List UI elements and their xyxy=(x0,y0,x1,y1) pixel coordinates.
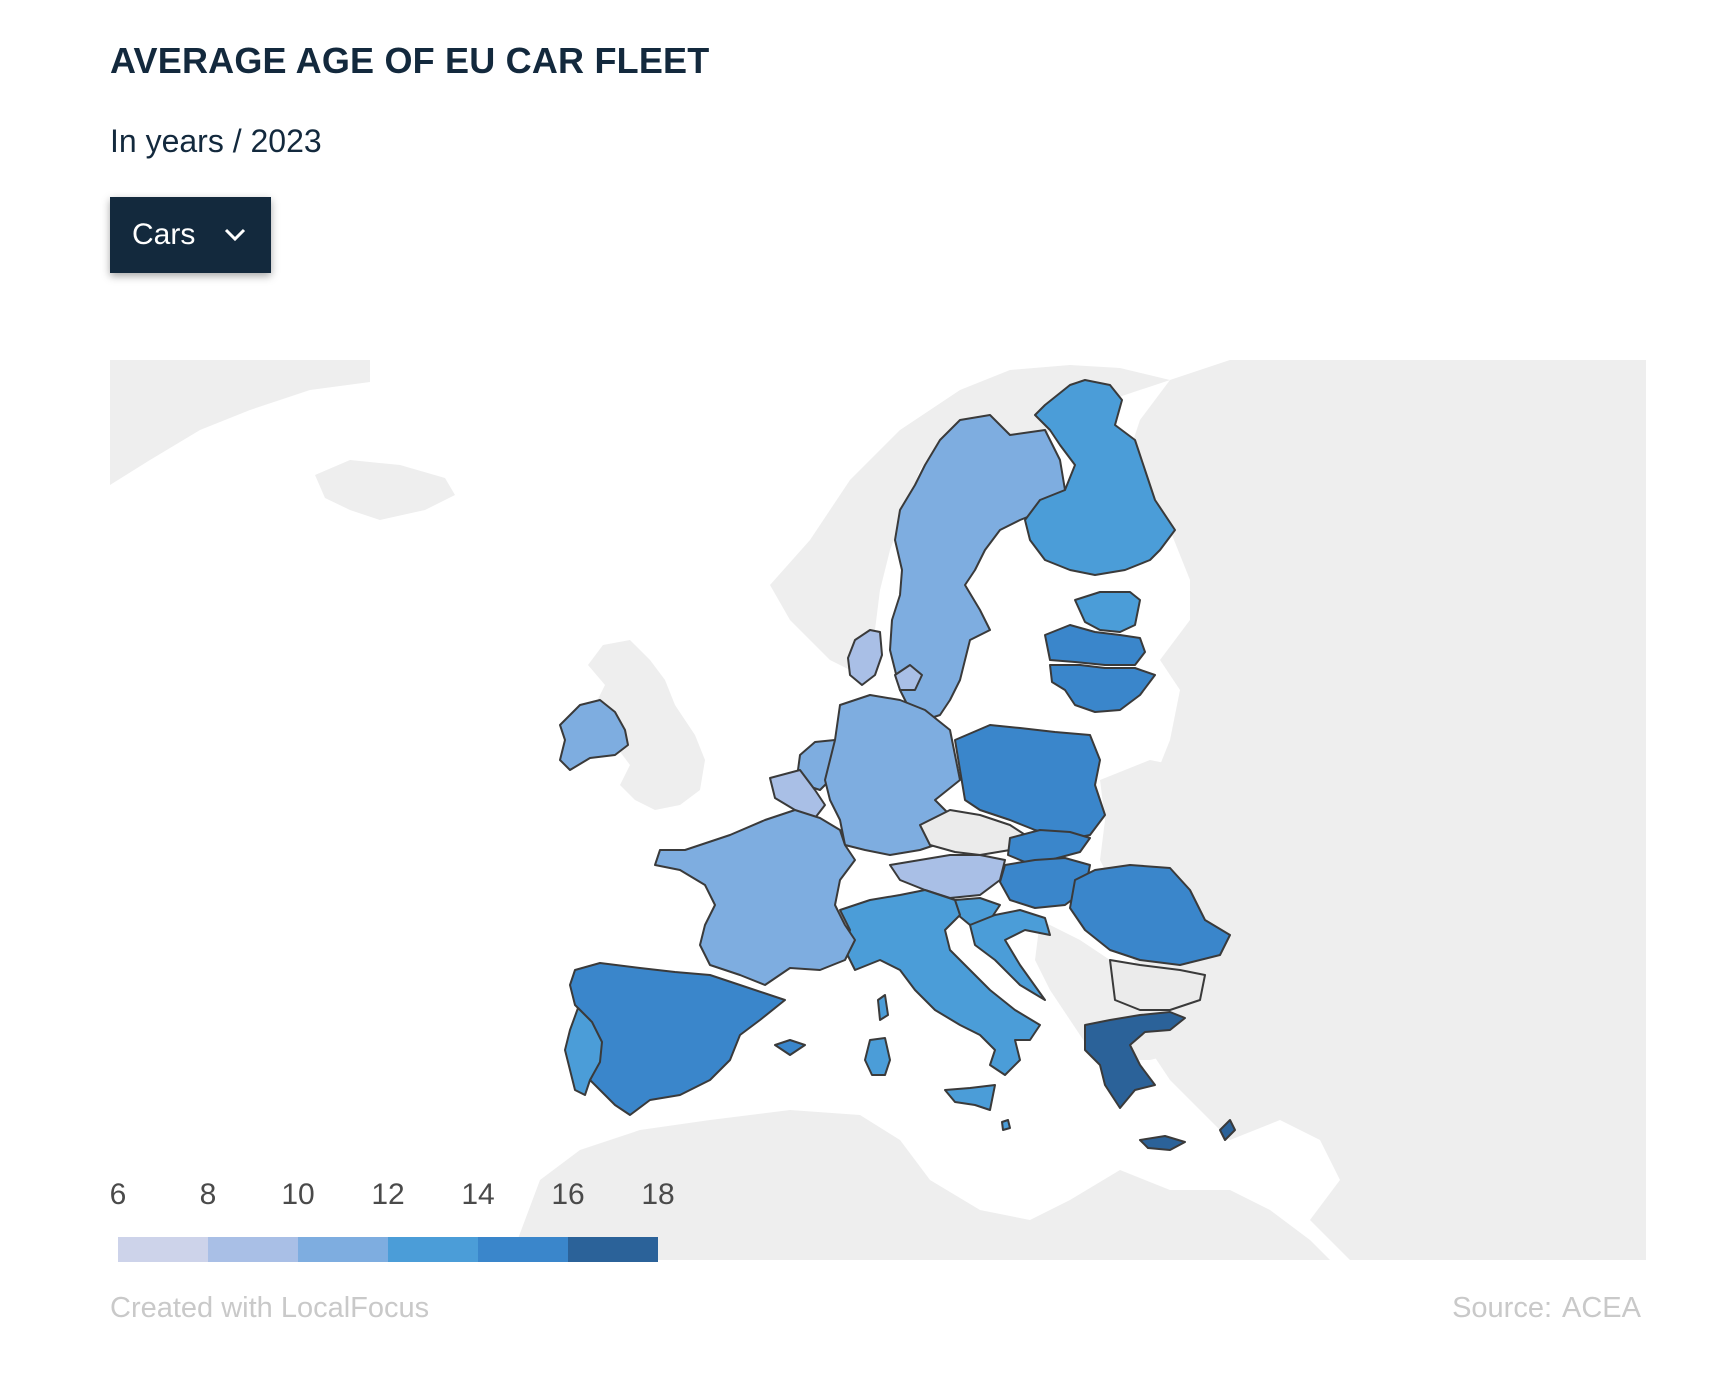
legend-swatch xyxy=(388,1237,478,1262)
legend-swatch xyxy=(208,1237,298,1262)
region-italy[interactable] xyxy=(839,889,1041,1111)
land-uk xyxy=(588,640,705,810)
legend-swatch xyxy=(118,1237,208,1262)
eu-countries xyxy=(559,379,1236,1151)
region-bulgaria[interactable] xyxy=(1109,959,1206,1011)
land-greenland xyxy=(110,360,370,485)
region-romania[interactable] xyxy=(1069,864,1231,966)
land-turkey xyxy=(1190,990,1440,1100)
legend-tick-label: 10 xyxy=(281,1178,315,1211)
legend-tick-label: 12 xyxy=(371,1178,405,1211)
legend-tick-label: 18 xyxy=(641,1178,675,1211)
legend-color-scale xyxy=(118,1237,658,1262)
region-austria[interactable] xyxy=(889,854,1006,899)
dropdown-selected-label: Cars xyxy=(132,218,196,251)
region-spain[interactable] xyxy=(569,962,806,1116)
region-sweden[interactable] xyxy=(889,414,1066,721)
region-belgium[interactable] xyxy=(769,769,826,819)
region-croatia[interactable] xyxy=(969,909,1051,1001)
legend-tick-label: 16 xyxy=(551,1178,585,1211)
region-ireland[interactable] xyxy=(559,699,629,771)
legend-tick-label: 14 xyxy=(461,1178,495,1211)
legend-swatch xyxy=(478,1237,568,1262)
land-norway xyxy=(770,365,1170,670)
region-malta[interactable] xyxy=(1001,1119,1011,1131)
region-portugal[interactable] xyxy=(564,1007,603,1096)
region-cyprus[interactable] xyxy=(1219,1119,1236,1141)
legend-tick-label: 8 xyxy=(199,1178,217,1211)
legend-swatch xyxy=(568,1237,658,1262)
background-land xyxy=(110,360,1646,1260)
vehicle-type-dropdown[interactable]: Cars xyxy=(110,197,271,273)
page-title: AVERAGE AGE OF EU CAR FLEET xyxy=(110,40,710,81)
land-north-africa xyxy=(510,1110,1330,1260)
region-greece[interactable] xyxy=(1084,1011,1186,1151)
region-finland[interactable] xyxy=(1024,379,1176,576)
region-latvia[interactable] xyxy=(1044,624,1146,666)
source-label: Source: xyxy=(1452,1292,1553,1324)
region-lithuania[interactable] xyxy=(1049,664,1156,713)
legend-tick-label: 6 xyxy=(109,1178,127,1211)
land-iceland xyxy=(315,460,455,520)
europe-map xyxy=(110,360,1646,1260)
source-text: Source: ACEA xyxy=(1452,1292,1641,1325)
source-value: ACEA xyxy=(1562,1292,1641,1324)
chevron-down-icon xyxy=(225,228,246,242)
region-estonia[interactable] xyxy=(1074,591,1141,633)
region-poland[interactable] xyxy=(954,724,1106,841)
page-subtitle: In years / 2023 xyxy=(110,123,322,159)
region-slovakia[interactable] xyxy=(1007,829,1091,863)
credit-text: Created with LocalFocus xyxy=(110,1292,430,1324)
region-france[interactable] xyxy=(654,809,856,986)
legend-swatch xyxy=(298,1237,388,1262)
region-denmark[interactable] xyxy=(847,629,923,691)
